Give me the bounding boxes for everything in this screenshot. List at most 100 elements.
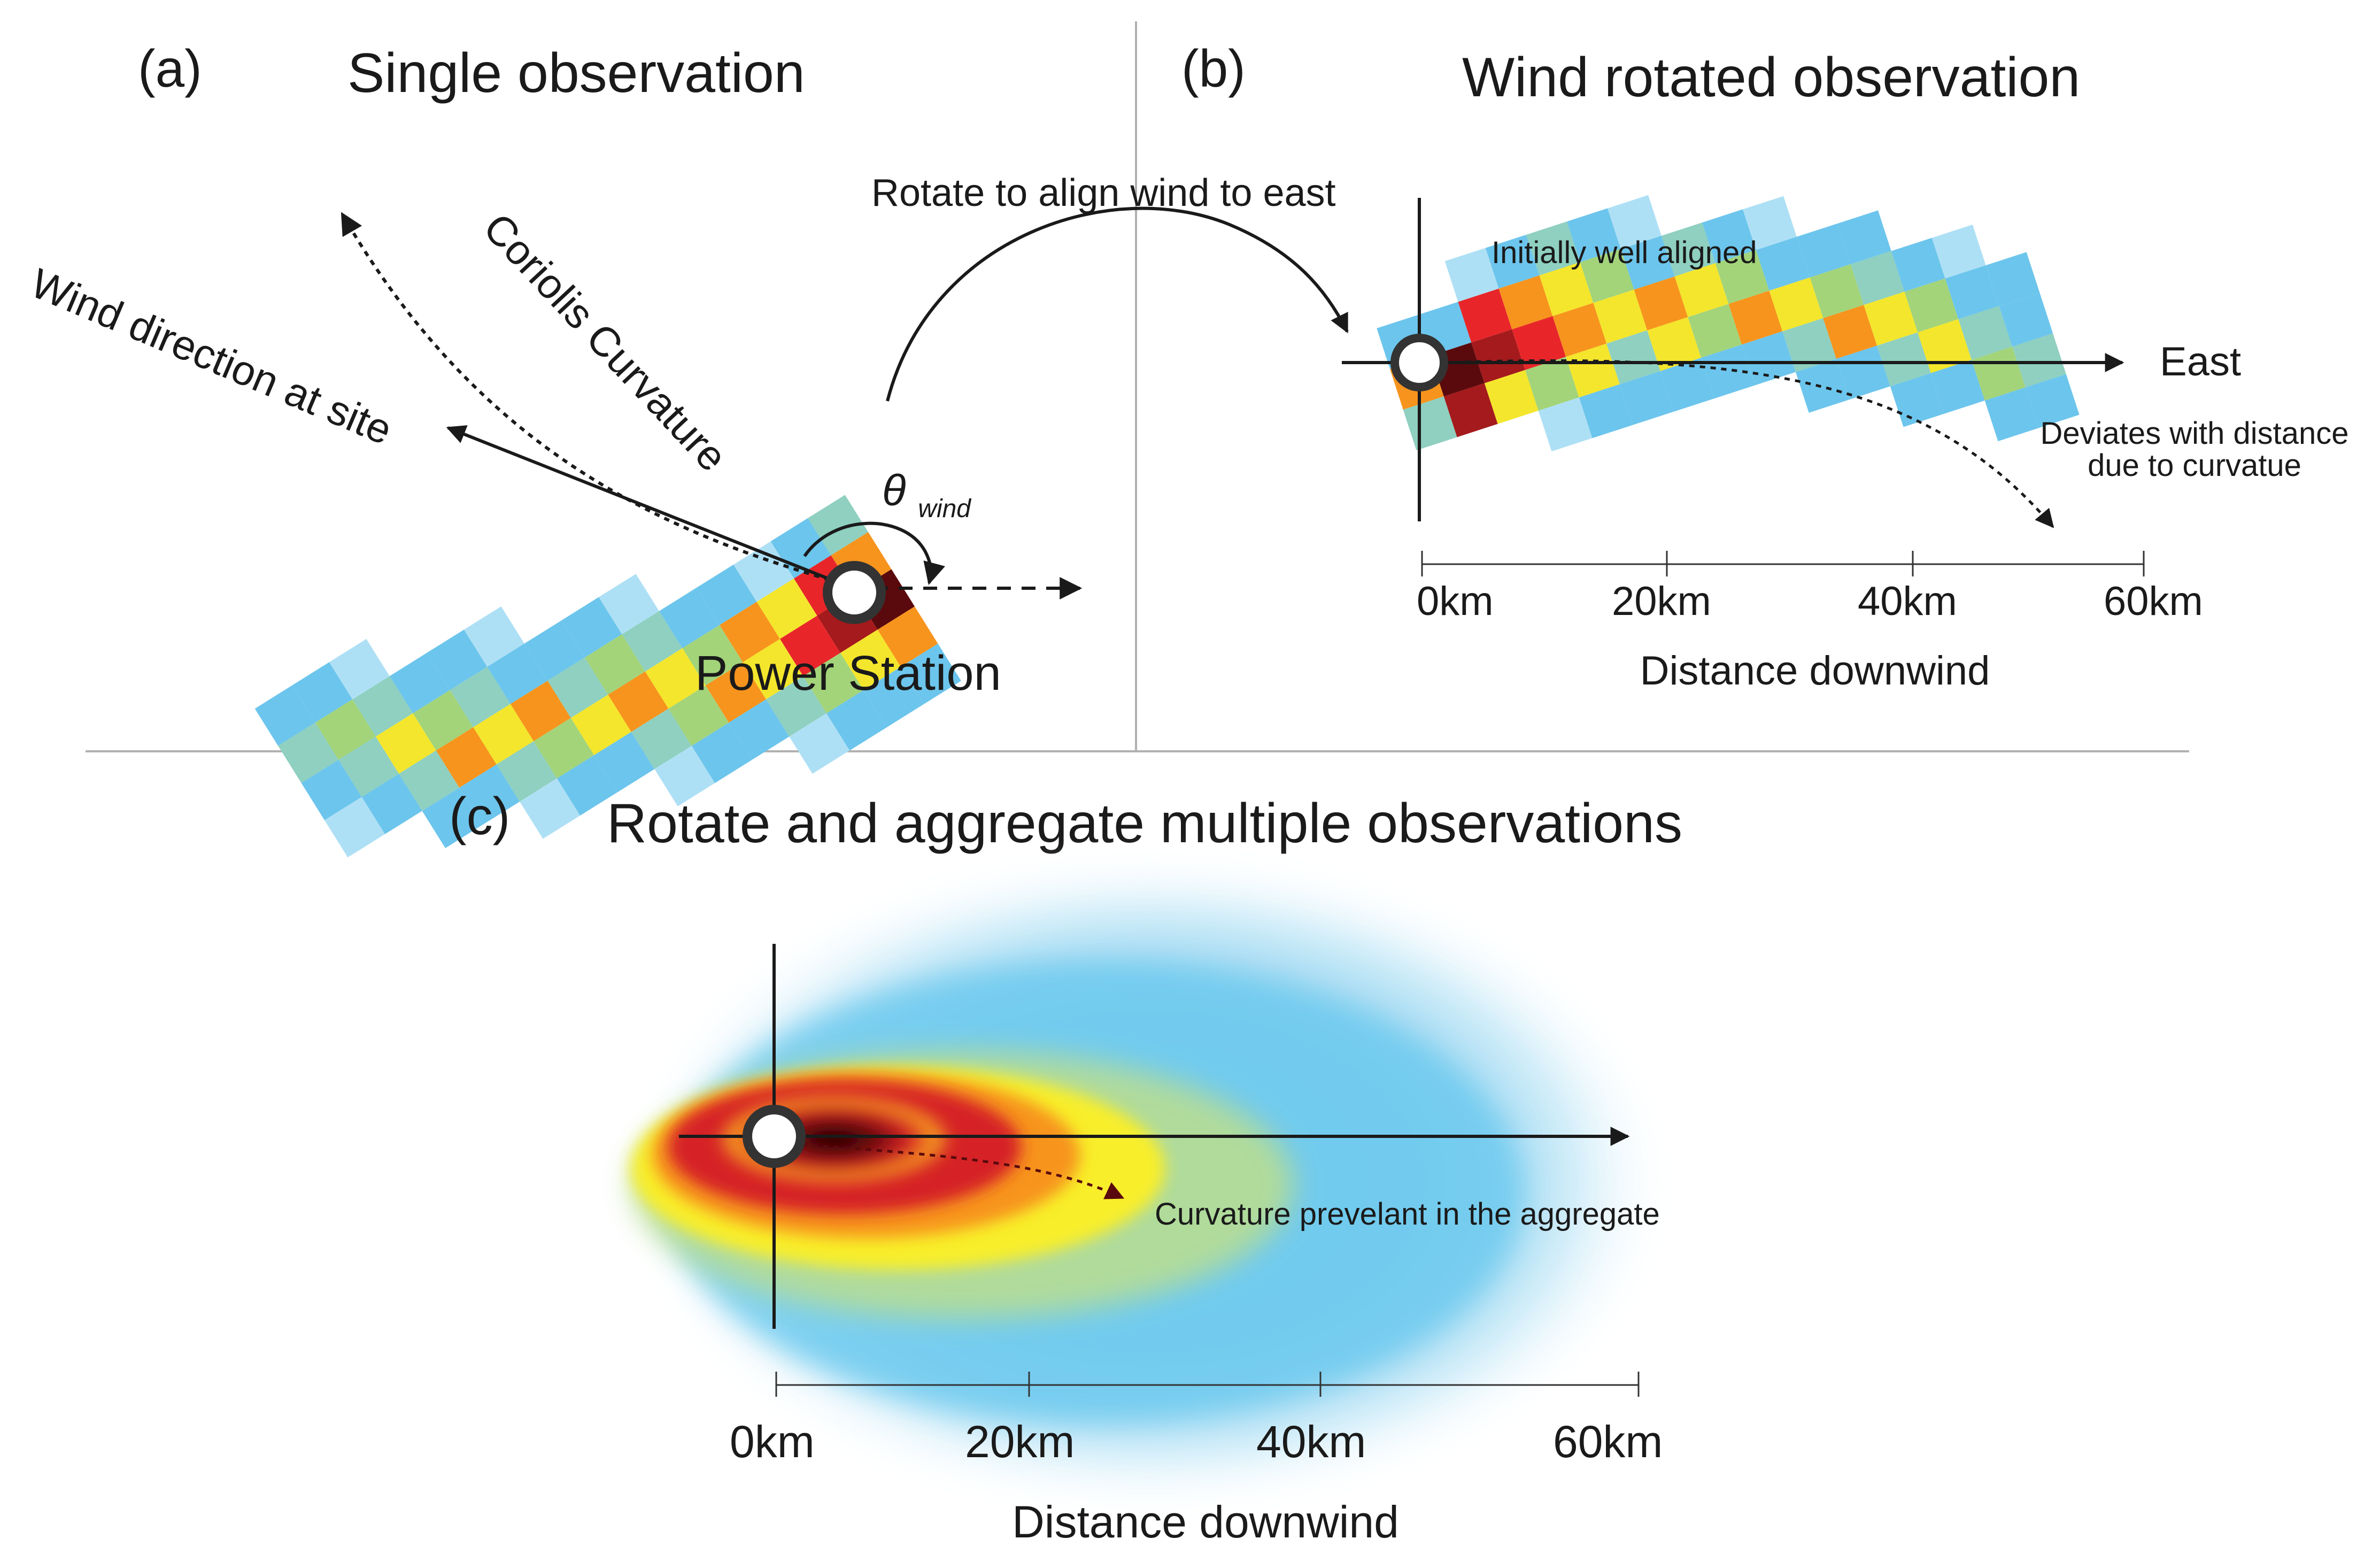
rotation-label: Rotate to align wind to east [871, 172, 1336, 214]
plume-a-cell-29 [561, 597, 622, 658]
distance-ticks-b [1421, 551, 2145, 576]
power-station-marker-c [743, 1105, 806, 1168]
plume-a-cell-61 [254, 685, 315, 746]
plume-a-cell-31 [608, 671, 669, 732]
plume-b-cell-57 [1945, 265, 1999, 319]
panel-c-title: Rotate and aggregate multiple observatio… [607, 792, 1682, 855]
power-station-label: Power Station [695, 646, 1001, 701]
plume-b-cell-51 [1890, 373, 1944, 427]
east-label: East [2160, 339, 2241, 384]
theta-symbol: θ [882, 466, 906, 515]
plume-a-cell-53 [352, 676, 413, 737]
plume-b-cell-13 [1525, 357, 1579, 411]
tick-label-20km-b: 20km [1612, 579, 1711, 624]
aligned-label: Initially well aligned [1492, 235, 1757, 270]
plume-a-cell-48 [389, 652, 450, 713]
plume-b-cell-17 [1552, 303, 1607, 357]
plume-a-cell-64 [324, 797, 385, 858]
plume-b-cell-27 [1634, 276, 1688, 330]
plume-a-cell-39 [487, 643, 548, 704]
theta-wind-label: θ wind [882, 466, 971, 523]
plume-b-cell-5 [1443, 383, 1498, 437]
plume-a-cell-24 [598, 574, 659, 635]
coriolis-curvature-arrow [341, 212, 851, 587]
plume-b-cell-9 [1484, 370, 1539, 424]
power-station-marker-a [823, 561, 886, 624]
plume-b-cell-12 [1512, 316, 1566, 370]
plume-b-cell-7 [1458, 288, 1512, 343]
plume-b-cell-43 [1796, 224, 1851, 278]
plume-a-cell-52 [329, 638, 390, 699]
plume-a-cell-45 [473, 704, 534, 765]
plume-b-cell-61 [1985, 252, 2040, 306]
plume-b-cell-36 [1728, 290, 1783, 345]
plume-a-cell-50 [436, 727, 497, 788]
rotation-transition: Rotate to align wind to east [871, 172, 1349, 402]
panel-a-label: (a) [138, 39, 202, 98]
plume-a-cell-28 [691, 722, 752, 783]
plume-b-cell-26 [1620, 235, 1675, 290]
tick-label-0km-c: 0km [730, 1417, 815, 1467]
plume-a-cell-51 [459, 764, 520, 825]
plume-a-cell-22 [705, 662, 766, 723]
deviation-label-line1: Deviates with distance [2040, 416, 2348, 451]
plume-a-cell-13 [803, 652, 864, 713]
plume-b-cell-16 [1539, 262, 1594, 317]
plume-grid-b [1377, 195, 2080, 452]
plume-a-cell-60 [361, 773, 422, 834]
plume-a-cell-46 [496, 741, 557, 802]
plume-a-cell-55 [399, 750, 460, 811]
plume-a-cell-63 [301, 759, 362, 820]
panel-c-label: (c) [449, 787, 510, 845]
plume-a-cell-16 [719, 602, 780, 663]
plume-a-cell-8 [840, 629, 901, 690]
plume-a-cell-14 [826, 690, 887, 751]
plume-b-cell-45 [1823, 305, 1877, 359]
plume-b-cell-19 [1579, 384, 1633, 438]
plume-a-cell-35 [547, 657, 608, 718]
plume-a-cell-9 [863, 667, 924, 728]
plume-a-cell-41 [534, 718, 594, 779]
plume-b-cell-33 [1701, 344, 1755, 399]
plume-b-cell-32 [1688, 304, 1742, 358]
plume-b-cell-38 [1743, 196, 1797, 250]
plume-a-cell-20 [659, 588, 720, 649]
plume-a-cell-32 [631, 709, 692, 770]
plume-a-cell-34 [524, 620, 585, 681]
plume-b-cell-56 [1931, 224, 1986, 279]
plume-b-cell-58 [1958, 306, 2013, 360]
plume-a-cell-21 [682, 625, 743, 686]
plume-b-cell-47 [1837, 210, 1891, 265]
plume-a-cell-17 [743, 638, 803, 699]
plume-a-cell-56 [422, 787, 483, 848]
plume-b-cell-46 [1836, 345, 1890, 400]
wind-direction-label: Wind direction at site [24, 259, 399, 454]
rotation-arrow [886, 206, 1349, 402]
plume-a-cell-36 [570, 695, 631, 756]
plume-a-cell-43 [427, 629, 488, 690]
panel-a-title: Single observation [347, 42, 805, 104]
plume-b-cell-30 [1661, 222, 1716, 276]
plume-a-cell-0 [808, 495, 869, 556]
plume-a-cell-26 [645, 648, 706, 709]
plume-b-cell-10 [1485, 234, 1540, 289]
tick-label-0km-b: 0km [1417, 579, 1494, 624]
plume-b-cell-39 [1756, 236, 1810, 291]
deviation-curve [1443, 359, 2054, 528]
plume-a-cell-59 [338, 736, 399, 797]
plume-b-cell-31 [1674, 263, 1729, 318]
plume-a-cell-11 [756, 578, 817, 639]
tick-label-40km-b: 40km [1858, 579, 1957, 624]
plume-b-cell-41 [1782, 318, 1837, 372]
plume-a-cell-40 [510, 681, 571, 742]
plume-a-cell-42 [557, 755, 617, 816]
plume-b-cell-44 [1810, 264, 1864, 318]
deviation-label-line2: due to curvatue [2088, 448, 2301, 483]
plume-a-cell-15 [696, 564, 757, 625]
plume-a-cell-18 [766, 676, 826, 737]
plume-b-cell-28 [1647, 317, 1702, 371]
aggregate-plume [625, 850, 1673, 1513]
plume-b-cell-15 [1526, 221, 1580, 276]
plume-b-cell-8 [1471, 329, 1525, 383]
